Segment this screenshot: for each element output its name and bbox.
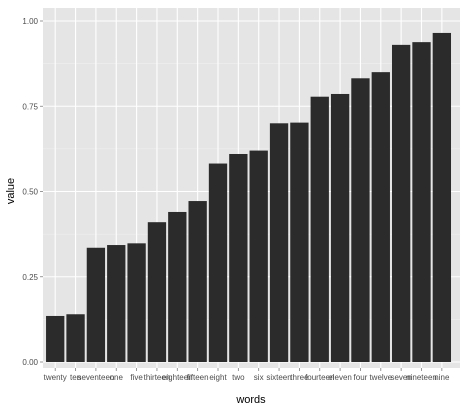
bar-thirteen — [147, 222, 167, 362]
bar-fourteen — [310, 96, 329, 362]
bar-ten — [66, 314, 85, 362]
x-tick-label: twelve — [369, 373, 392, 382]
bar-sixteen — [269, 123, 289, 362]
x-tick-label: twenty — [44, 373, 67, 382]
bars — [46, 32, 452, 363]
bar-eighteen — [168, 211, 187, 362]
bar-four — [351, 78, 370, 362]
bar-five — [127, 243, 146, 362]
x-tick-label: one — [110, 373, 124, 382]
bar-one — [107, 245, 126, 362]
x-tick-label: seven — [390, 373, 411, 382]
y-tick-label: 0.00 — [22, 358, 38, 367]
bar-eight — [208, 163, 228, 362]
bar-nine — [432, 32, 452, 362]
x-tick-label: fourteen — [305, 373, 334, 382]
x-tick-label: six — [254, 373, 264, 382]
x-tick-label: thirteen — [144, 373, 171, 382]
bar-eleven — [330, 93, 350, 362]
y-tick-label: 0.50 — [22, 188, 38, 197]
bar-twelve — [371, 72, 390, 363]
x-tick-label: eighteen — [162, 373, 193, 382]
x-tick-label: seventeen — [77, 373, 114, 382]
x-tick-label: ten — [70, 373, 81, 382]
bar-seventeen — [86, 247, 106, 362]
x-tick-label: three — [290, 373, 309, 382]
y-tick-label: 1.00 — [22, 17, 38, 26]
x-tick-label: eight — [209, 373, 227, 382]
bar-nineteen — [412, 42, 431, 362]
y-tick-label: 0.75 — [22, 102, 38, 111]
x-axis-title: words — [235, 394, 266, 406]
bar-seven — [391, 44, 411, 363]
y-axis-title: value — [5, 178, 17, 204]
y-tick-label: 0.25 — [22, 273, 38, 282]
x-tick-label: two — [232, 373, 245, 382]
x-tick-label: nine — [434, 373, 450, 382]
y-axis-ticks: 0.00 0.25 0.50 0.75 1.00 — [22, 17, 43, 367]
bar-twenty — [46, 315, 65, 362]
bar-fifteen — [188, 201, 207, 362]
bar-three — [290, 122, 309, 363]
x-tick-label: five — [130, 373, 143, 382]
x-tick-label: sixteen — [266, 373, 291, 382]
bar-two — [229, 153, 248, 362]
x-tick-label: nineteen — [406, 373, 437, 382]
x-tick-label: four — [354, 373, 368, 382]
bar-six — [249, 150, 268, 362]
x-tick-label: fifteen — [187, 373, 209, 382]
x-tick-label: eleven — [328, 373, 352, 382]
